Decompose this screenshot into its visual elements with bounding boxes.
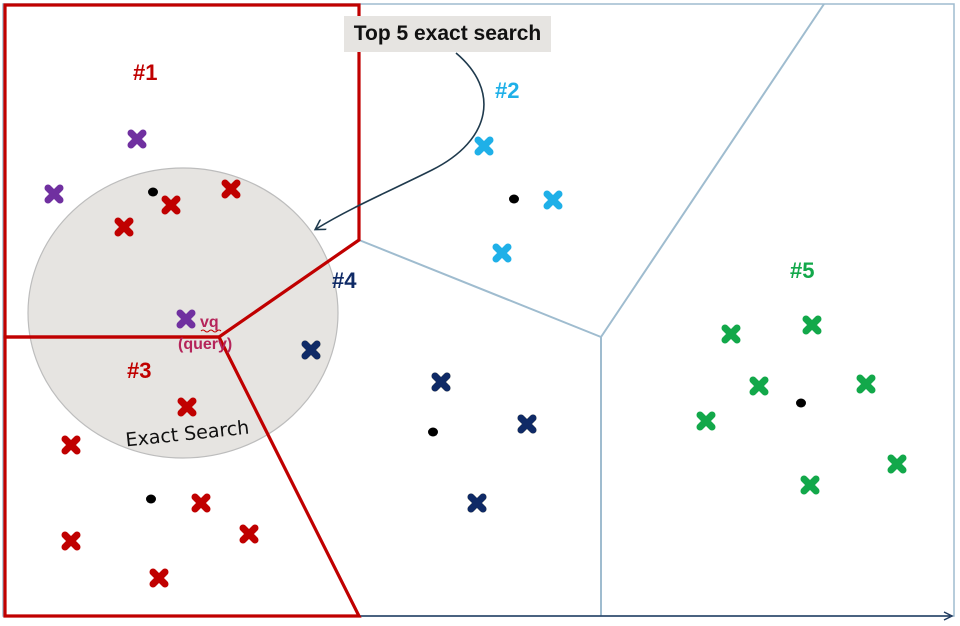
centroid-1 — [148, 187, 158, 197]
centroid-3 — [146, 494, 156, 504]
boundary-2-5 — [600, 3, 825, 338]
callout-arrow — [316, 52, 485, 229]
centroid-5 — [796, 398, 806, 408]
point-green — [700, 415, 712, 427]
query-label-query: (query) — [178, 336, 232, 353]
voronoi-boundaries — [358, 3, 825, 616]
cluster-label-4: #4 — [332, 268, 357, 293]
cell-1-boundary — [3, 3, 361, 339]
centroids — [146, 187, 806, 504]
boundary-4-2 — [358, 239, 602, 338]
cluster-label-1: #1 — [133, 60, 157, 85]
point-navy — [435, 376, 447, 388]
centroid-4 — [428, 427, 438, 437]
point-cyan — [496, 247, 508, 259]
point-navy — [521, 418, 533, 430]
point-red — [243, 528, 255, 540]
point-purple — [131, 133, 143, 145]
point-navy — [305, 344, 317, 356]
point-green — [753, 380, 765, 392]
query-point — [180, 313, 192, 325]
cluster-label-5: #5 — [790, 258, 814, 283]
point-cyan — [478, 140, 490, 152]
cluster-label-2: #2 — [495, 78, 519, 103]
point-red — [195, 497, 207, 509]
point-red — [225, 183, 237, 195]
cell-3-boundary — [3, 335, 362, 618]
x-axis-arrow — [943, 611, 954, 621]
point-red — [181, 401, 193, 413]
point-red — [65, 439, 77, 451]
point-navy — [471, 497, 483, 509]
point-green — [804, 479, 816, 491]
point-red — [118, 221, 130, 233]
query-label-vq: vq — [200, 314, 219, 331]
point-cyan — [547, 194, 559, 206]
point-red — [65, 535, 77, 547]
point-green — [891, 458, 903, 470]
centroid-2 — [509, 194, 519, 204]
highlighted-cells — [3, 3, 362, 618]
top5-callout: Top 5 exact search — [344, 16, 551, 52]
point-red — [165, 199, 177, 211]
point-red — [153, 572, 165, 584]
point-purple — [48, 188, 60, 200]
point-green — [806, 319, 818, 331]
spellcheck-underline — [200, 329, 222, 333]
cluster-4-points — [305, 344, 533, 509]
point-green — [860, 378, 872, 390]
cluster-label-3: #3 — [127, 358, 151, 383]
point-green — [725, 328, 737, 340]
